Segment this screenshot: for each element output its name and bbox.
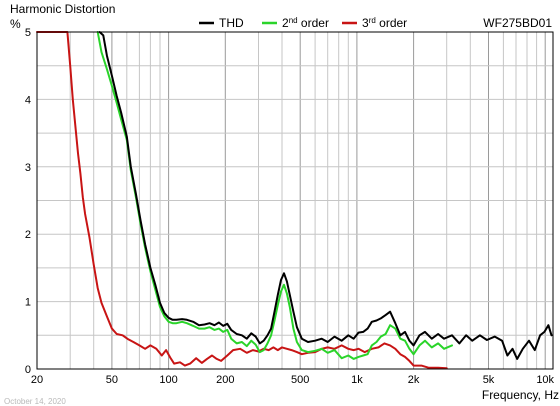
x-tick-label: 500	[291, 374, 309, 386]
legend: THD 2nd order 3rd order	[199, 16, 407, 30]
grid	[37, 32, 553, 369]
y-axis-label: %	[10, 17, 21, 31]
model-label: WF275BD01	[483, 16, 552, 30]
y-tick-labels: 0 1 2 3 4 5	[25, 27, 31, 376]
x-tick-labels: 20 50 100 200 500 1k 2k 5k 10k	[31, 374, 555, 386]
x-tick-label: 1k	[351, 374, 363, 386]
x-tick-label: 5k	[483, 374, 495, 386]
series-group	[36, 31, 553, 370]
x-axis-label: Frequency, Hz	[482, 388, 559, 402]
y-tick-label: 4	[25, 94, 31, 106]
chart-title: Harmonic Distortion	[10, 2, 115, 16]
y-tick-label: 3	[25, 162, 31, 174]
series-line-thd	[98, 31, 553, 360]
x-tick-label: 100	[159, 374, 177, 386]
x-tick-label: 20	[31, 374, 43, 386]
legend-label: THD	[219, 16, 244, 30]
x-tick-label: 50	[106, 374, 118, 386]
y-tick-label: 5	[25, 27, 31, 39]
x-tick-label: 200	[216, 374, 234, 386]
legend-label: 3rd order	[362, 16, 407, 30]
plot-frame	[36, 31, 554, 370]
legend-label: 2nd order	[282, 16, 329, 30]
series-line-2nd-order	[96, 31, 453, 360]
y-tick-label: 0	[25, 364, 31, 376]
date-label: October 14, 2020	[4, 397, 66, 406]
y-tick-label: 2	[25, 229, 31, 241]
y-tick-label: 1	[25, 297, 31, 309]
x-tick-label: 10k	[536, 374, 554, 386]
x-tick-label: 2k	[408, 374, 420, 386]
